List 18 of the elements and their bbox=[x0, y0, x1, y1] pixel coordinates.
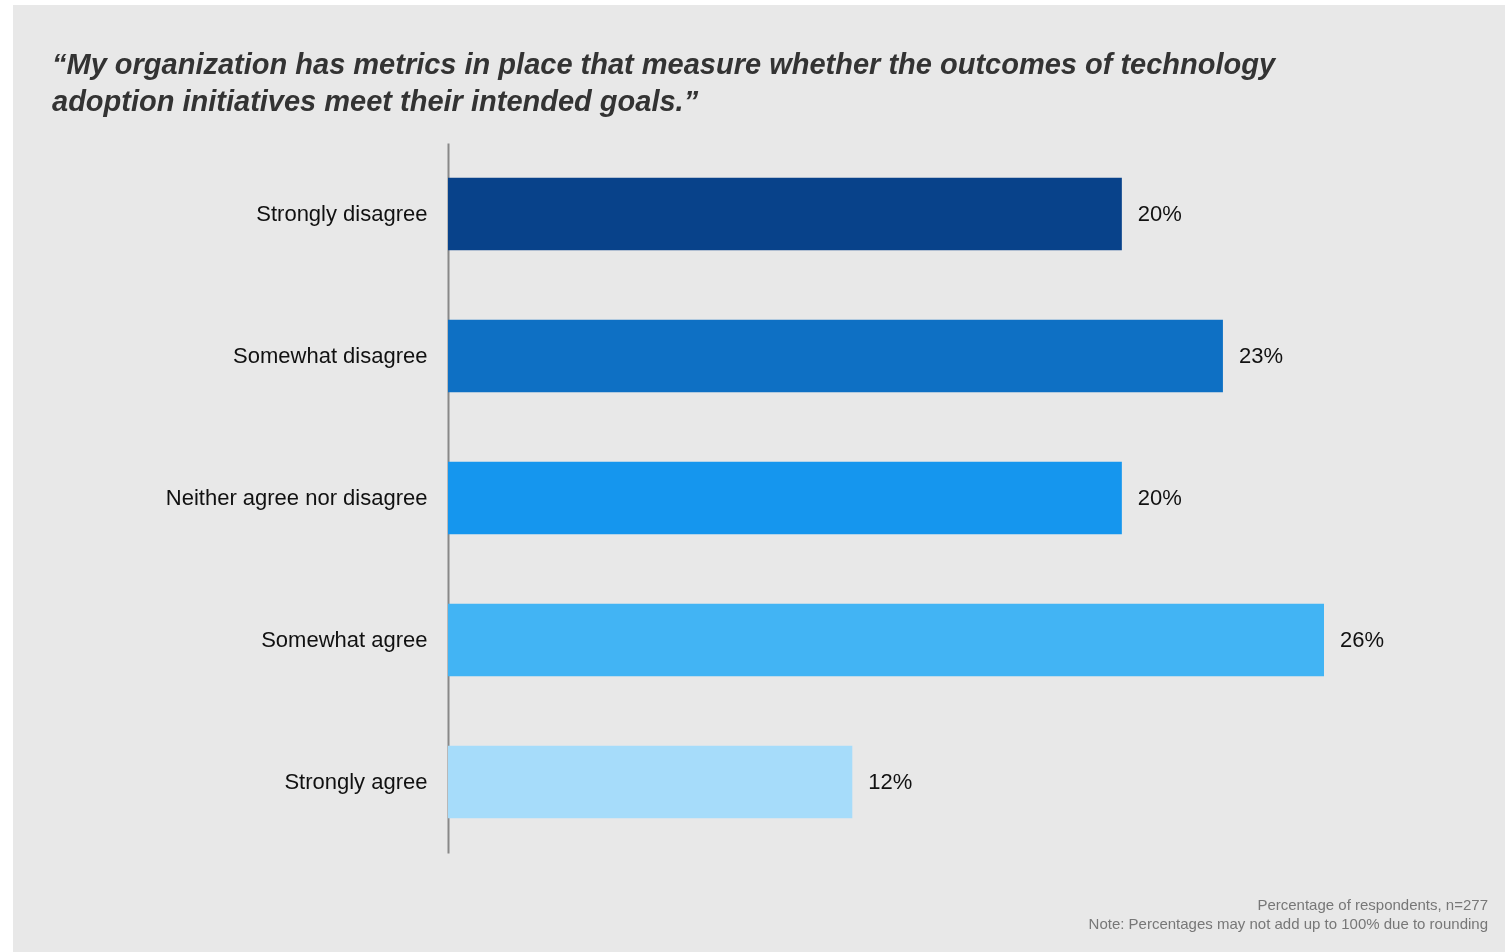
chart-title: “My organization has metrics in place that measure whether the outcomes of technology adoption initiatives meet their intended goals.” bbox=[52, 47, 1277, 119]
bar bbox=[448, 745, 853, 819]
bar bbox=[448, 177, 1122, 251]
text: Percentage of respondents, n=277 bbox=[1256, 895, 1488, 914]
bar bbox=[448, 603, 1324, 677]
y-tick-label: Somewhat agree bbox=[261, 627, 428, 652]
data-label: 20% bbox=[1137, 485, 1182, 510]
y-tick-label: Neither agree nor disagree bbox=[165, 485, 428, 510]
y-tick-label: Strongly agree bbox=[284, 769, 428, 794]
text: Note: Percentages may not add up to 100% due to rounding bbox=[1088, 914, 1488, 933]
data-label: 12% bbox=[868, 769, 913, 794]
data-label: 20% bbox=[1137, 201, 1182, 226]
data-label: 26% bbox=[1340, 627, 1385, 652]
y-tick-label: Strongly disagree bbox=[256, 201, 428, 226]
y-tick-label: Somewhat disagree bbox=[233, 343, 428, 368]
data-label: 23% bbox=[1238, 343, 1283, 368]
bar bbox=[448, 319, 1223, 393]
bar bbox=[448, 461, 1122, 535]
